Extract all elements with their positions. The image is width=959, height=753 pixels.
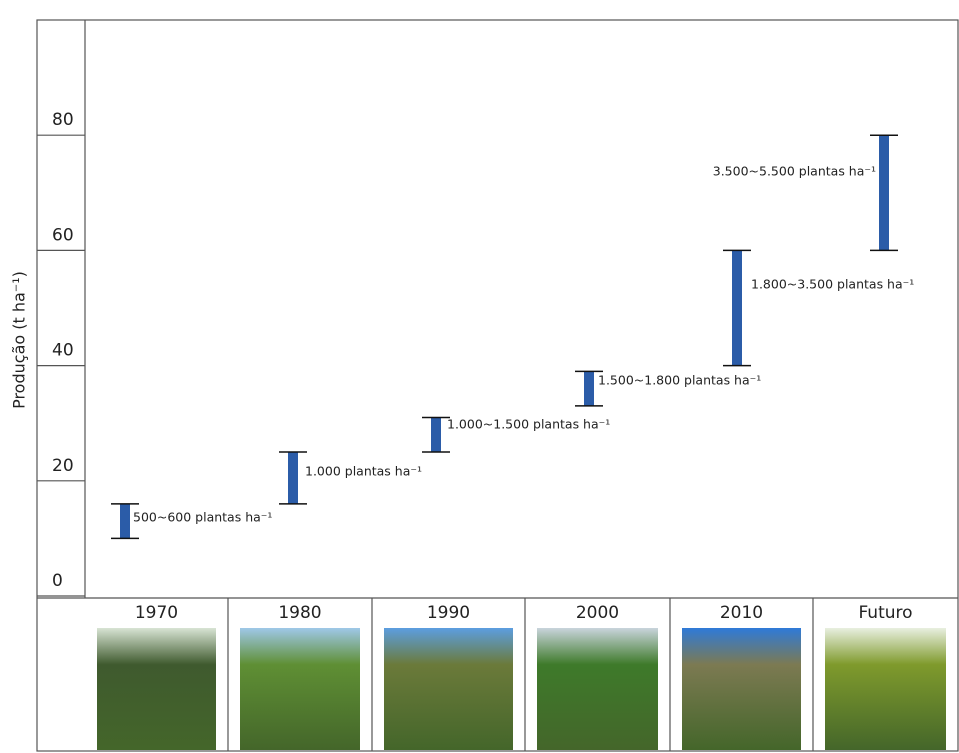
photo <box>240 628 360 750</box>
range-bar <box>584 371 594 406</box>
range-label: 500~600 plantas ha⁻¹ <box>133 510 272 525</box>
range-bar <box>120 503 130 539</box>
x-tick-label: 1980 <box>278 603 321 623</box>
y-tick-label: 20 <box>52 456 74 476</box>
range-bar <box>879 135 889 251</box>
range-label: 1.500~1.800 plantas ha⁻¹ <box>598 373 761 388</box>
photo <box>537 628 658 750</box>
x-tick-label: Futuro <box>858 603 912 623</box>
range-bar <box>288 452 298 504</box>
range-bar <box>732 250 742 366</box>
range-label: 1.000~1.500 plantas ha⁻¹ <box>447 417 610 432</box>
y-tick-label: 60 <box>52 225 74 245</box>
range-bar <box>431 417 441 452</box>
y-tick-label: 40 <box>52 341 74 361</box>
frame <box>36 19 959 752</box>
y-axis-label: Produção (t ha⁻¹) <box>10 271 29 409</box>
x-tick-label: 2000 <box>576 603 619 623</box>
photo <box>682 628 801 750</box>
range-label: 1.000 plantas ha⁻¹ <box>305 464 422 479</box>
y-tick-label: 80 <box>52 110 74 130</box>
range-label: 3.500~5.500 plantas ha⁻¹ <box>713 164 876 179</box>
photo <box>97 628 216 750</box>
photo <box>384 628 513 750</box>
x-tick-label: 2010 <box>720 603 763 623</box>
x-tick-label: 1970 <box>135 603 178 623</box>
x-tick-label: 1990 <box>427 603 470 623</box>
y-tick-label: 0 <box>52 571 63 591</box>
photo <box>825 628 946 750</box>
range-label: 1.800~3.500 plantas ha⁻¹ <box>751 277 914 292</box>
